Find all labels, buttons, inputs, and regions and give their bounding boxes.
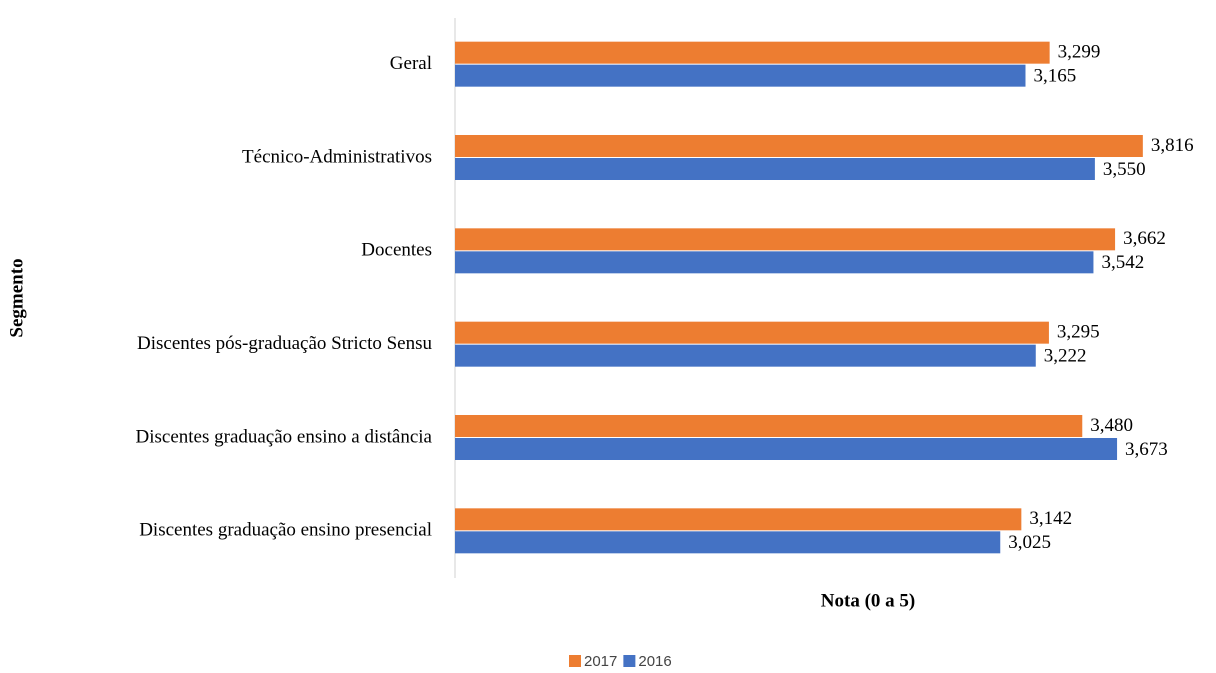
legend-swatch — [623, 655, 636, 667]
x-axis-label: Nota (0 a 5) — [821, 590, 915, 611]
data-label: 3,816 — [1151, 135, 1194, 156]
bar — [455, 158, 1095, 180]
bar — [455, 531, 1001, 554]
bar — [455, 228, 1116, 251]
data-label: 3,222 — [1044, 346, 1087, 367]
data-label: 3,025 — [1008, 532, 1051, 553]
bar — [455, 415, 1083, 437]
data-label: 3,542 — [1101, 252, 1144, 273]
y-tick-label: Discentes graduação ensino a distância — [136, 426, 433, 447]
bar — [455, 135, 1143, 157]
y-tick-label: Geral — [390, 53, 432, 74]
bar — [455, 64, 1026, 87]
data-label: 3,142 — [1029, 508, 1072, 529]
data-label: 3,165 — [1033, 66, 1076, 87]
bar — [455, 41, 1050, 64]
bar — [455, 321, 1049, 344]
legend-swatch — [569, 655, 581, 667]
bar — [455, 508, 1022, 531]
data-label: 3,550 — [1103, 159, 1146, 180]
data-label: 3,662 — [1123, 228, 1166, 249]
legend-label: 2016 — [638, 653, 671, 670]
y-axis-label: Segmento — [6, 258, 27, 337]
data-label: 3,673 — [1125, 439, 1168, 460]
y-tick-label: Discentes graduação ensino presencial — [139, 520, 432, 541]
y-tick-label: Discentes pós-graduação Stricto Sensu — [137, 333, 432, 354]
bar — [455, 251, 1094, 274]
data-label: 3,295 — [1057, 322, 1100, 343]
bar — [455, 344, 1036, 367]
y-tick-label: Técnico-Administrativos — [242, 146, 432, 167]
bar — [455, 438, 1118, 460]
y-tick-label: Docentes — [361, 240, 432, 261]
data-label: 3,299 — [1058, 42, 1101, 63]
legend-label: 2017 — [584, 653, 617, 670]
data-label: 3,480 — [1090, 415, 1133, 436]
